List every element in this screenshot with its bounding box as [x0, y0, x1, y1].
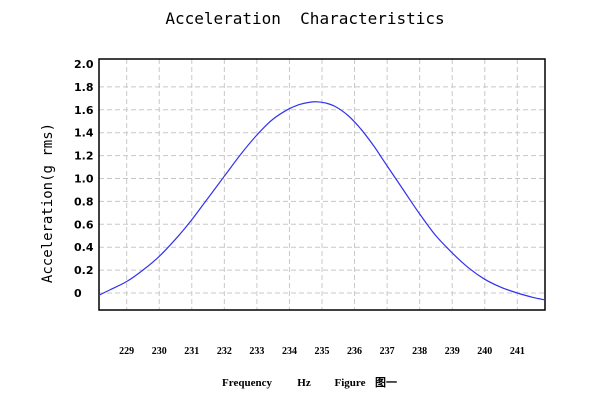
x-tick-label: 235	[315, 346, 330, 357]
series-line	[98, 101, 546, 301]
x-tick-label: 237	[380, 346, 395, 357]
y-tick-label: 1.4	[74, 127, 94, 140]
x-tick-label: 241	[510, 346, 525, 357]
series-layer	[98, 101, 546, 301]
y-axis-label: Acceleration(g rms)	[40, 123, 56, 283]
chart-title: Acceleration Characteristics	[165, 9, 444, 28]
plot-frame	[98, 58, 546, 311]
y-tick-label: 1.2	[74, 150, 94, 163]
y-tick-label: 0.6	[74, 218, 94, 231]
x-tick-label: 232	[217, 346, 232, 357]
x-tick-label: 230	[152, 346, 167, 357]
y-tick-label: 1.8	[74, 81, 94, 94]
x-axis-label: Frequency	[222, 377, 272, 389]
x-tick-labels: 229 230 231 232 233 234 235 236 237 238 239 240 241	[119, 346, 525, 357]
grid-lines	[99, 59, 545, 310]
x-tick-label: 229	[119, 346, 134, 357]
x-tick-label: 240	[477, 346, 492, 357]
y-tick-label: 1.0	[74, 173, 94, 186]
figure-label: Figure	[335, 377, 366, 389]
y-tick-labels: 2.0 1.8 1.6 1.4 1.2 1.0 0.8 0.6 0.4 0.2 0	[74, 58, 94, 300]
x-tick-label: 233	[249, 346, 264, 357]
figure-number: 图一	[375, 376, 397, 389]
y-tick-label: 0.2	[74, 264, 94, 277]
y-tick-label: 1.6	[74, 104, 94, 117]
x-tick-label: 239	[445, 346, 460, 357]
x-tick-label: 238	[412, 346, 427, 357]
x-tick-label: 231	[184, 346, 199, 357]
x-tick-label: 236	[347, 346, 362, 357]
y-tick-label: 0.8	[74, 195, 94, 208]
y-tick-label: 0.4	[74, 241, 94, 254]
y-tick-label: 2.0	[74, 58, 94, 71]
y-tick-label: 0	[74, 287, 82, 300]
x-axis-unit: Hz	[297, 377, 311, 389]
x-tick-label: 234	[282, 346, 297, 357]
